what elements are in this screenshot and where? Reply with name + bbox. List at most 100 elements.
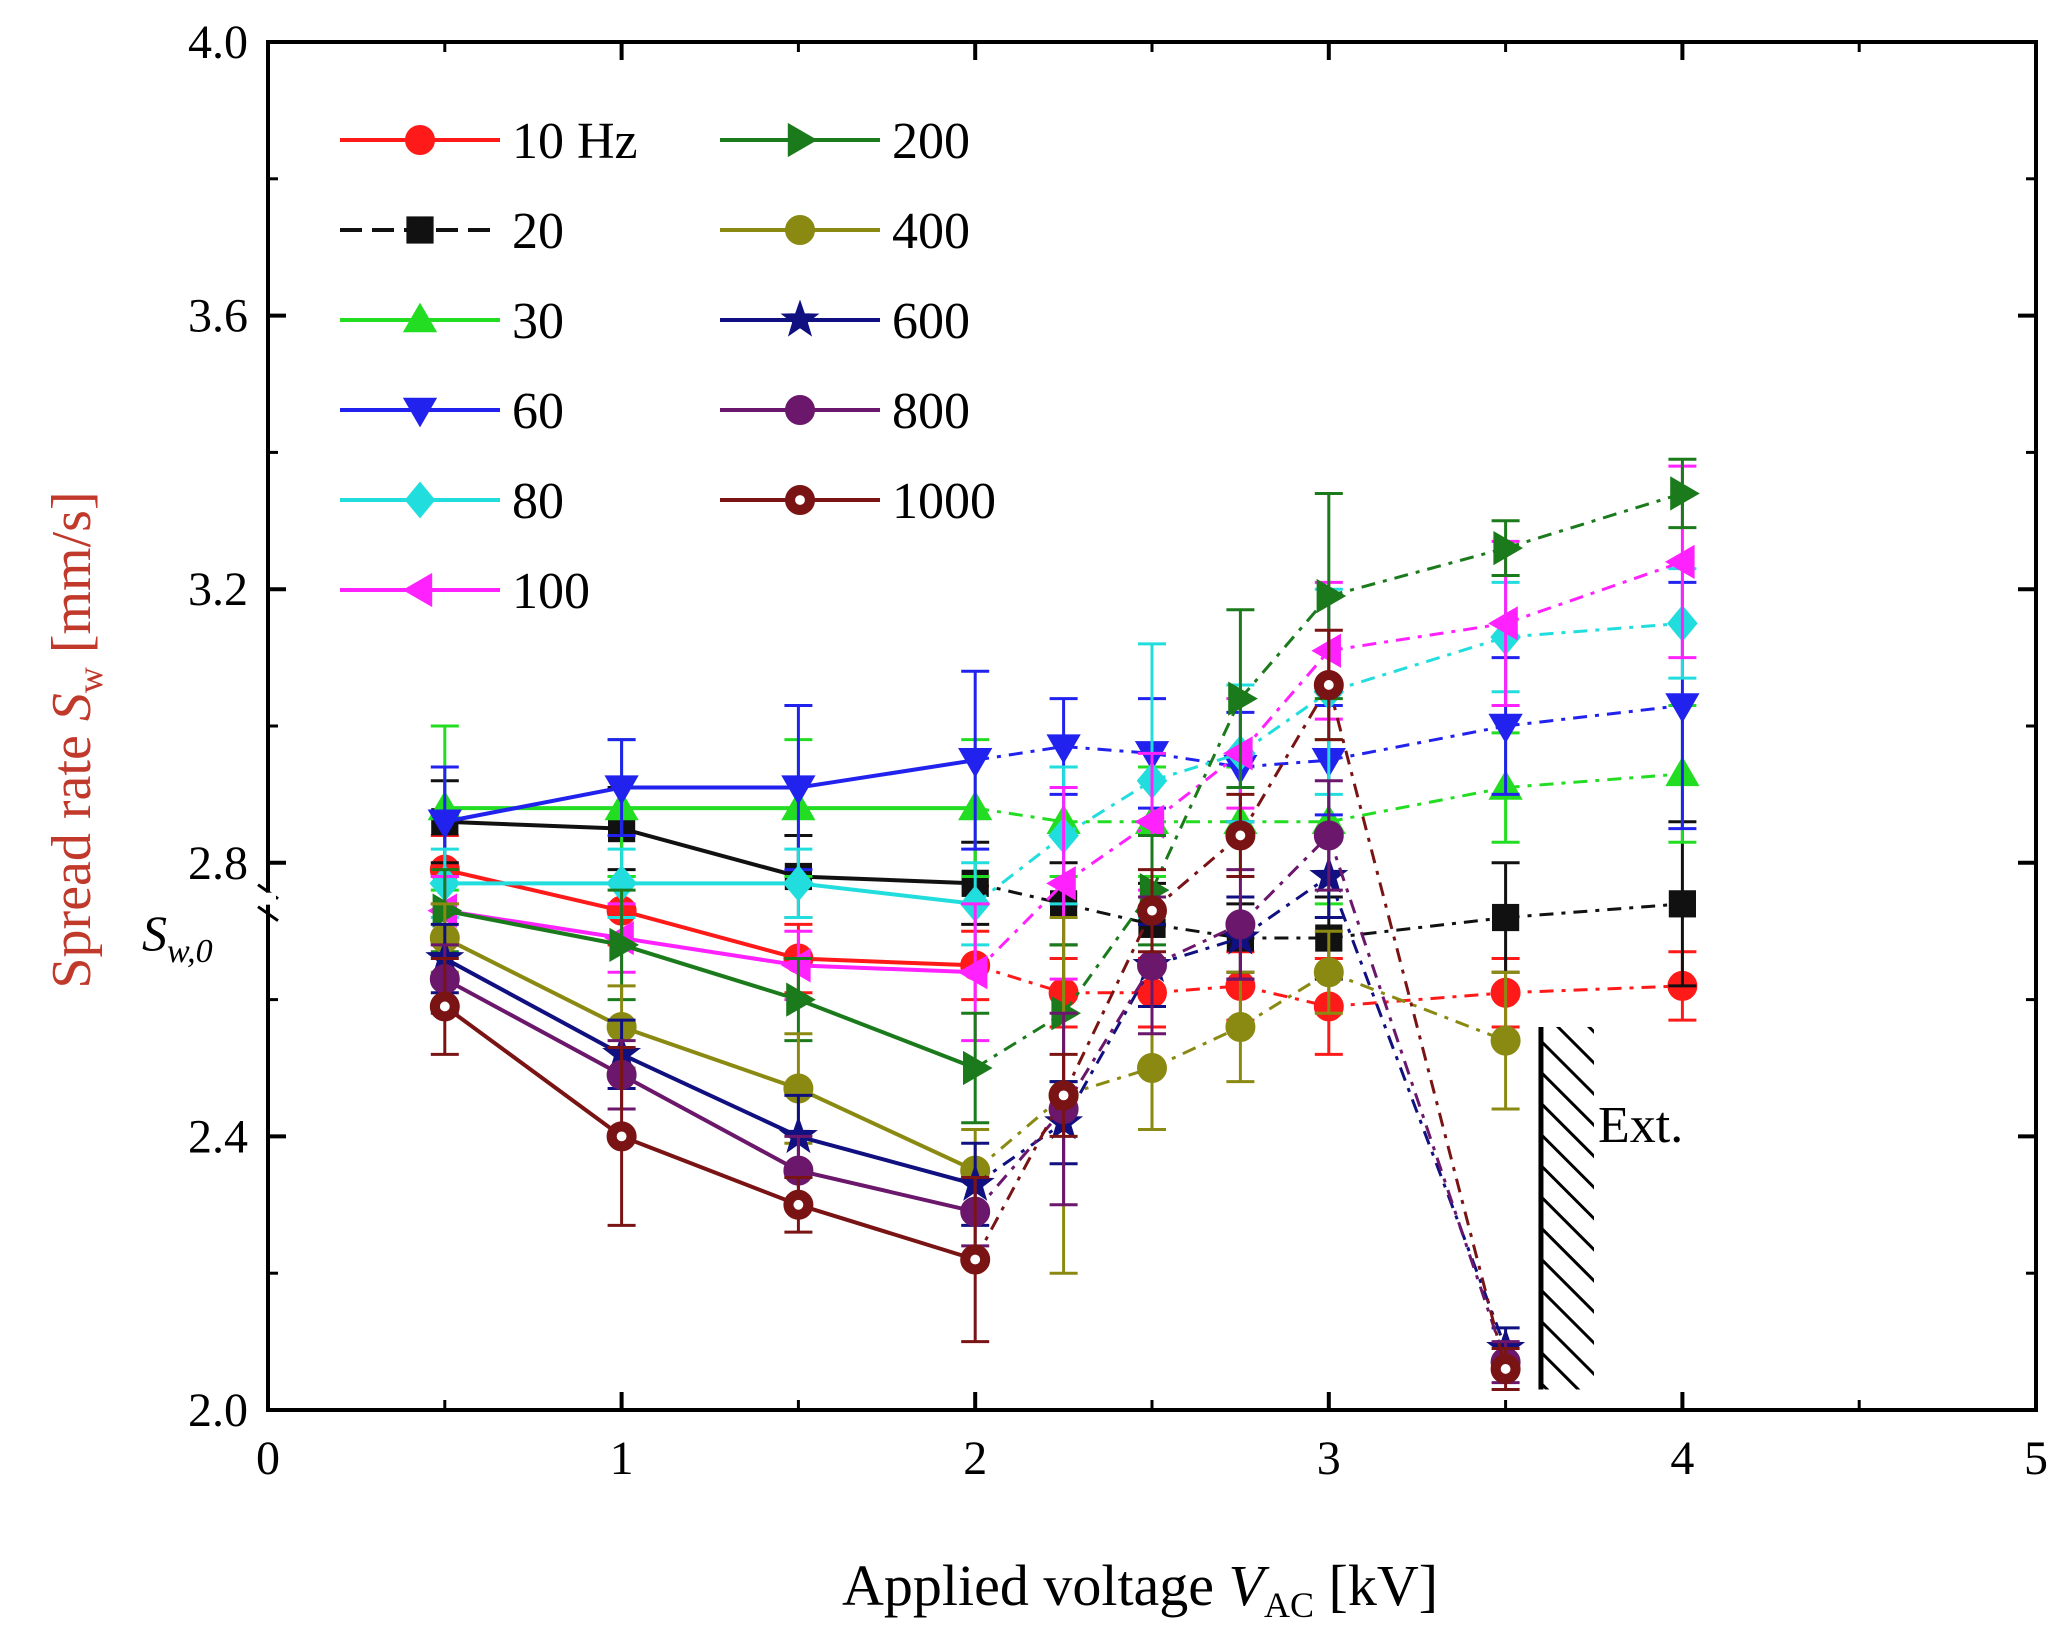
data-point — [604, 775, 639, 805]
legend-marker — [787, 122, 818, 158]
series-line-solid — [797, 1134, 976, 1187]
data-point — [1313, 957, 1344, 988]
legend-item: 600 — [720, 293, 970, 350]
series-line-solid — [621, 826, 799, 879]
series-line-dashed — [1505, 703, 1683, 728]
x-axis-title-sub: AC — [1264, 1585, 1314, 1625]
series-line-solid — [621, 908, 799, 961]
data-point — [786, 982, 816, 1017]
y-tick-label: 2.4 — [188, 1110, 248, 1163]
series-line-solid — [444, 867, 623, 913]
series-line-solid — [443, 956, 623, 1057]
legend-label: 10 Hz — [512, 113, 638, 170]
data-point-core — [970, 1254, 981, 1265]
y-axis-title-var: S — [41, 693, 103, 721]
x-tick-label: 0 — [256, 1432, 280, 1485]
series-line-dashed — [1239, 649, 1330, 755]
data-point — [1670, 476, 1700, 511]
legend-marker — [402, 397, 438, 428]
series-line-solid — [443, 936, 623, 1029]
y-axis-title-prefix: Spread rate — [41, 721, 103, 988]
data-point — [1225, 820, 1256, 851]
series-line-solid — [443, 977, 623, 1077]
series-line-solid — [797, 997, 976, 1070]
series-line-solid — [798, 874, 976, 886]
series-line-dashed — [973, 1094, 1065, 1261]
series-line-dashed — [1063, 1066, 1153, 1097]
data-point — [1137, 1053, 1167, 1083]
legend-label: 600 — [892, 293, 970, 350]
series-line-dashed — [1151, 922, 1241, 940]
data-point — [960, 1244, 991, 1275]
sw0-sub: w,0 — [167, 933, 213, 970]
x-axis-title-prefix: Applied voltage — [842, 1553, 1229, 1618]
legend-marker — [406, 216, 434, 244]
y-tick-label: 4.0 — [188, 16, 248, 69]
data-point — [1137, 950, 1167, 981]
y-axis-title-suffix: [mm/s] — [41, 491, 103, 667]
series-line-dashed — [1505, 560, 1683, 625]
y-tick-label: 3.6 — [188, 290, 248, 343]
series-line-dashed — [974, 745, 1064, 762]
series-line-dashed — [1328, 724, 1506, 762]
series-1000 — [429, 628, 1521, 1391]
data-point — [1665, 693, 1700, 723]
series-line-solid — [797, 1168, 976, 1214]
legend-marker — [785, 215, 815, 245]
data-point — [1225, 909, 1256, 940]
extinction-hatch — [1540, 1026, 1594, 1390]
series-line-solid — [798, 758, 976, 790]
data-point-core — [1235, 830, 1246, 841]
legend-label: 400 — [892, 203, 970, 260]
data-point-core — [1147, 905, 1157, 916]
series-line-solid — [620, 1073, 800, 1173]
series-line-dashed — [1062, 964, 1154, 1110]
legend-marker — [785, 395, 815, 425]
x-tick-label: 3 — [1317, 1432, 1341, 1485]
data-point — [1046, 734, 1081, 764]
data-point — [1492, 903, 1520, 932]
series-line-solid — [444, 819, 622, 831]
series-line-solid — [620, 1052, 800, 1139]
data-point — [1134, 804, 1165, 839]
series-line-dashed — [1327, 684, 1508, 1370]
x-axis-title-suffix: [kV] — [1314, 1553, 1438, 1618]
y-axis-title-sub: w — [70, 667, 110, 693]
legend: 10 Hz 200 20 400 30 600 60 800 80 1000 100 — [340, 113, 996, 620]
legend-item: 200 — [720, 113, 970, 170]
series-400 — [429, 902, 1521, 1275]
data-point — [427, 809, 462, 840]
data-point — [1493, 531, 1523, 566]
legend-label: 800 — [892, 383, 970, 440]
data-point-core — [439, 1001, 450, 1012]
x-tick-label: 2 — [963, 1432, 987, 1485]
data-point — [1223, 736, 1253, 771]
series-line-dashed — [1505, 772, 1683, 790]
legend-marker — [402, 302, 438, 333]
y-axis-title: Spread rate Sw [mm/s] — [41, 491, 110, 988]
series-line-dashed — [1328, 786, 1506, 824]
series-line-solid — [798, 963, 976, 975]
data-point-core — [793, 1199, 804, 1210]
data-point — [1137, 895, 1167, 926]
series-line-dashed — [1239, 834, 1330, 926]
series-line-solid — [444, 908, 622, 947]
series-line-dashed — [1327, 875, 1508, 1349]
data-point — [609, 927, 639, 963]
axis-break-gap — [260, 892, 276, 905]
legend-item: 60 — [340, 383, 564, 440]
legend-item: 400 — [720, 203, 970, 260]
data-point — [1225, 1011, 1256, 1042]
legend-label: 80 — [512, 473, 564, 530]
legend-label: 30 — [512, 293, 564, 350]
legend-label: 1000 — [892, 473, 996, 530]
series-line-dashed — [1151, 752, 1242, 823]
legend-label: 100 — [512, 563, 590, 620]
series-line-dashed — [974, 1108, 1065, 1213]
series-line-dashed — [1240, 984, 1330, 1008]
data-point — [1488, 606, 1518, 641]
x-tick-label: 5 — [2024, 1432, 2048, 1485]
series-line-dashed — [1151, 751, 1241, 783]
data-point-core — [1058, 1090, 1069, 1101]
